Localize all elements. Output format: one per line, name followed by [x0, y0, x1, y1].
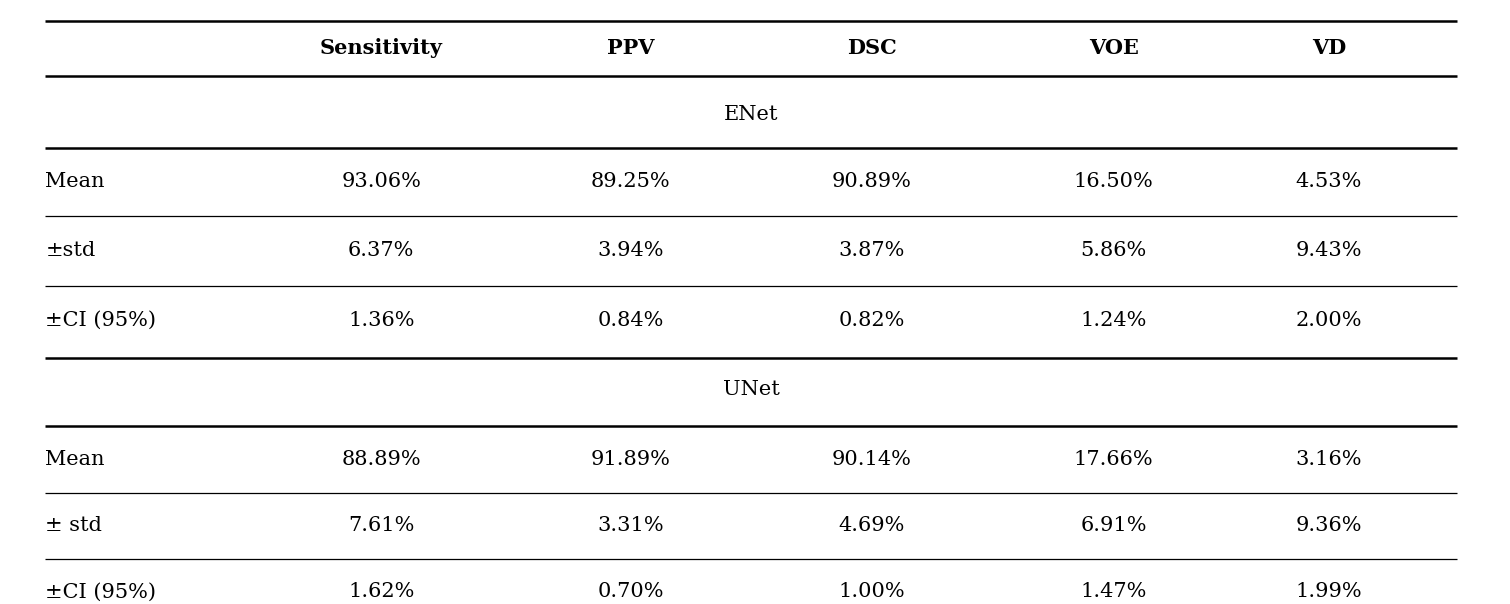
Text: 3.87%: 3.87%: [840, 241, 904, 260]
Text: ±CI (95%): ±CI (95%): [45, 582, 157, 602]
Text: 16.50%: 16.50%: [1074, 172, 1154, 191]
Text: 0.82%: 0.82%: [840, 310, 904, 330]
Text: ± std: ± std: [45, 516, 103, 535]
Text: Mean: Mean: [45, 172, 104, 191]
Text: 0.70%: 0.70%: [596, 582, 664, 602]
Text: 88.89%: 88.89%: [341, 449, 421, 469]
Text: 1.47%: 1.47%: [1081, 582, 1146, 602]
Text: 93.06%: 93.06%: [341, 172, 421, 191]
Text: 90.89%: 90.89%: [832, 172, 912, 191]
Text: 1.36%: 1.36%: [347, 310, 415, 330]
Text: ±CI (95%): ±CI (95%): [45, 310, 157, 330]
Text: DSC: DSC: [847, 38, 897, 59]
Text: 90.14%: 90.14%: [832, 449, 912, 469]
Text: 1.62%: 1.62%: [349, 582, 414, 602]
Text: 6.91%: 6.91%: [1080, 516, 1148, 535]
Text: 6.37%: 6.37%: [349, 241, 414, 260]
Text: ENet: ENet: [723, 105, 779, 124]
Text: UNet: UNet: [723, 380, 779, 399]
Text: 0.84%: 0.84%: [598, 310, 663, 330]
Text: 5.86%: 5.86%: [1081, 241, 1146, 260]
Text: ±std: ±std: [45, 241, 95, 260]
Text: 2.00%: 2.00%: [1296, 310, 1362, 330]
Text: 3.16%: 3.16%: [1296, 449, 1362, 469]
Text: Sensitivity: Sensitivity: [320, 38, 442, 59]
Text: 1.24%: 1.24%: [1081, 310, 1146, 330]
Text: VOE: VOE: [1089, 38, 1139, 59]
Text: 17.66%: 17.66%: [1074, 449, 1154, 469]
Text: VD: VD: [1312, 38, 1345, 59]
Text: 9.36%: 9.36%: [1296, 516, 1362, 535]
Text: Mean: Mean: [45, 449, 104, 469]
Text: 9.43%: 9.43%: [1296, 241, 1362, 260]
Text: 4.53%: 4.53%: [1296, 172, 1362, 191]
Text: 7.61%: 7.61%: [349, 516, 414, 535]
Text: 3.31%: 3.31%: [596, 516, 664, 535]
Text: PPV: PPV: [607, 38, 654, 59]
Text: 91.89%: 91.89%: [590, 449, 670, 469]
Text: 3.94%: 3.94%: [596, 241, 664, 260]
Text: 1.00%: 1.00%: [838, 582, 906, 602]
Text: 4.69%: 4.69%: [840, 516, 904, 535]
Text: 89.25%: 89.25%: [590, 172, 670, 191]
Text: 1.99%: 1.99%: [1296, 582, 1362, 602]
